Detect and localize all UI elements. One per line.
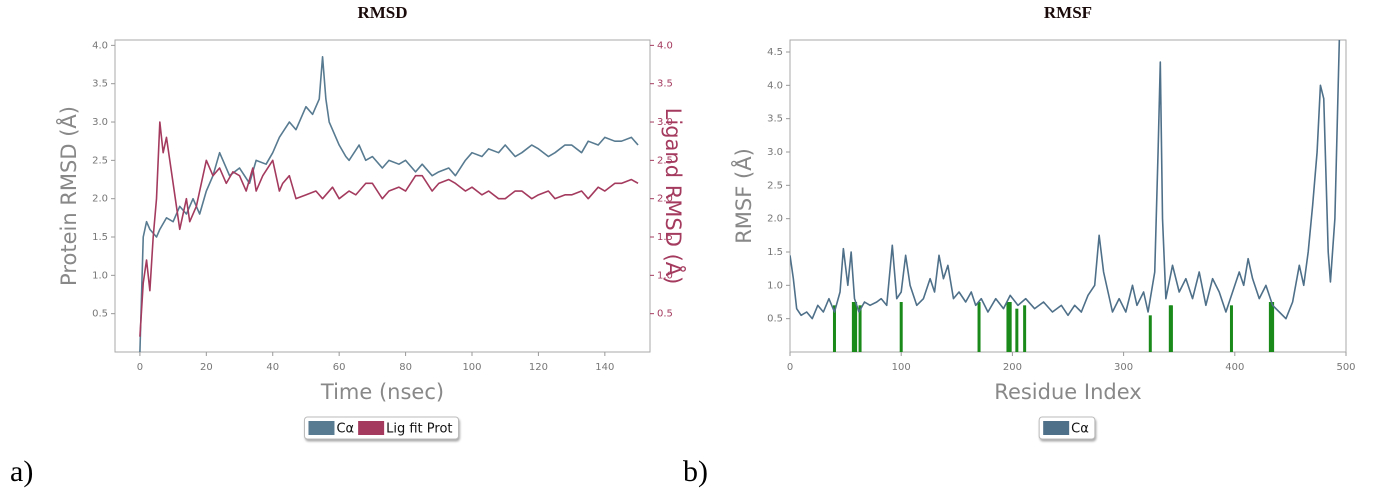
y2-axis-label: Ligand RMSD (Å) [661, 108, 687, 285]
x-tick-label: 140 [595, 362, 614, 373]
contact-bar [854, 302, 858, 352]
x-tick-label: 400 [1225, 362, 1244, 373]
x-tick-label: 100 [462, 362, 481, 373]
legend: Cα Lig fit Prot [303, 416, 460, 440]
contact-bar [899, 302, 903, 352]
x-tick-label: 60 [333, 362, 346, 373]
y-tick-label: 3.5 [92, 79, 108, 90]
contact-bar [1148, 315, 1152, 352]
chart-title: RMSD [357, 3, 407, 22]
contact-bar [1229, 305, 1233, 352]
y-tick-label: 2.0 [767, 214, 783, 225]
x-tick-label: 200 [1003, 362, 1022, 373]
legend: Cα [1038, 416, 1096, 440]
x-tick-label: 300 [1114, 362, 1133, 373]
contact-bar [1268, 302, 1272, 352]
y2-tick-label: 2.0 [657, 194, 673, 205]
y-tick-label: 4.5 [767, 47, 783, 58]
y2-tick-label: 1.0 [657, 270, 673, 281]
y-tick-label: 2.0 [92, 194, 108, 205]
y-tick-label: 1.0 [767, 280, 783, 291]
x-tick-label: 80 [399, 362, 412, 373]
y-tick-label: 4.0 [767, 80, 783, 91]
contact-bar [1023, 305, 1027, 352]
x-tick-label: 500 [1336, 362, 1355, 373]
contact-bar [851, 302, 855, 352]
contact-bar [1271, 302, 1275, 352]
y2-tick-label: 2.5 [657, 155, 673, 166]
y2-tick-label: 0.5 [657, 309, 673, 320]
contact-bar [1008, 302, 1012, 352]
legend-label: Cα [1071, 422, 1089, 437]
y-tick-label: 4.0 [92, 40, 108, 51]
y-tick-label: 3.0 [92, 117, 108, 128]
plot-frame [789, 39, 1347, 353]
y-tick-label: 3.0 [767, 147, 783, 158]
legend-swatch [358, 421, 385, 435]
x-axis-label: Time (nsec) [320, 380, 444, 404]
x-tick-label: 40 [266, 362, 279, 373]
legend-label: Lig fit Prot [386, 422, 452, 437]
y-axis-label: RMSF (Å) [730, 148, 756, 244]
y2-tick-label: 4.0 [657, 40, 673, 51]
contact-bar [858, 305, 862, 352]
contact-bar [1169, 305, 1173, 352]
y-tick-label: 0.5 [92, 309, 108, 320]
x-tick-label: 120 [529, 362, 548, 373]
x-tick-label: 100 [892, 362, 911, 373]
y-tick-label: 1.0 [92, 270, 108, 281]
x-tick-label: 0 [137, 362, 143, 373]
y-tick-label: 1.5 [92, 232, 108, 243]
panel-label: a) [10, 455, 33, 488]
contact-bar [977, 302, 981, 352]
series-line [790, 40, 1341, 320]
y-tick-label: 0.5 [767, 314, 783, 325]
legend-swatch [308, 421, 335, 435]
x-tick-label: 20 [200, 362, 213, 373]
y2-tick-label: 3.5 [657, 79, 673, 90]
x-tick-label: 0 [787, 362, 793, 373]
y-tick-label: 2.5 [92, 155, 108, 166]
y-tick-label: 2.5 [767, 180, 783, 191]
legend-swatch [1043, 421, 1070, 435]
y2-tick-label: 1.5 [657, 232, 673, 243]
chart-title: RMSF [1044, 3, 1092, 22]
panel-label: b) [683, 455, 708, 488]
series-line [139, 121, 639, 337]
y-tick-label: 3.5 [767, 114, 783, 125]
y-axis-label: Protein RMSD (Å) [55, 106, 81, 286]
contact-bar [832, 305, 836, 352]
legend-label: Cα [336, 422, 354, 437]
x-axis-label: Residue Index [994, 380, 1141, 404]
plot-frame [114, 39, 651, 353]
contact-bar [1015, 308, 1019, 352]
y2-tick-label: 3.0 [657, 117, 673, 128]
contact-bar [1006, 302, 1010, 352]
y-tick-label: 1.5 [767, 247, 783, 258]
series-line [139, 56, 639, 352]
